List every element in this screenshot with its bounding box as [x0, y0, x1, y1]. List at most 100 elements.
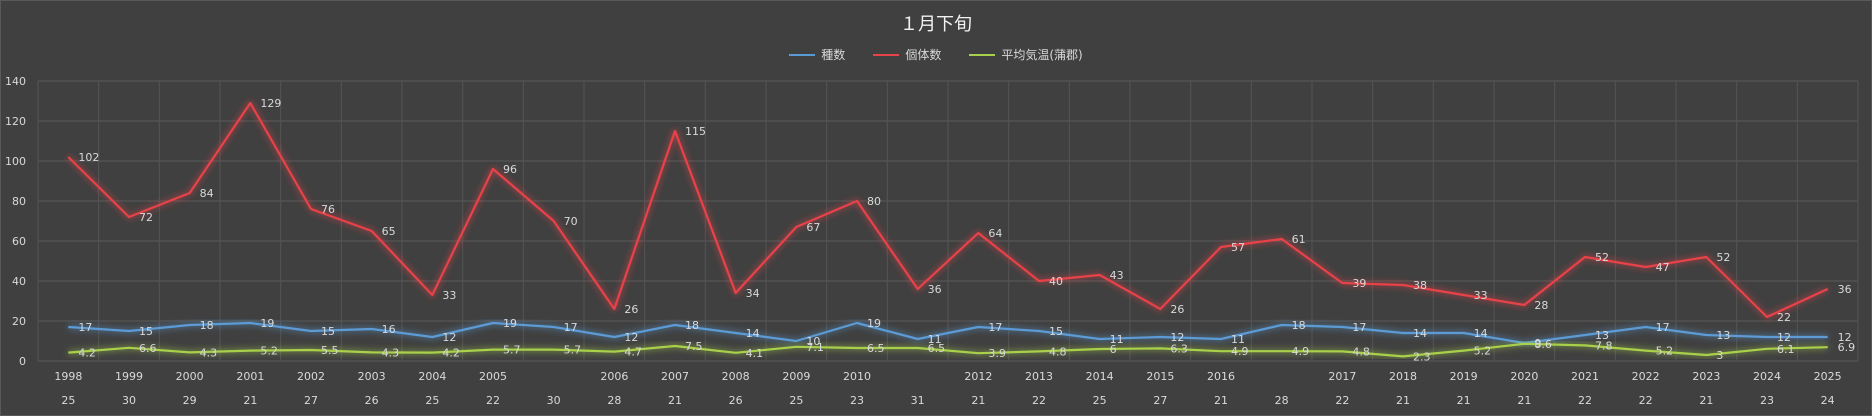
data-label: 7.5	[685, 340, 703, 353]
x-tick-label-row2: 22	[486, 394, 500, 407]
x-tick-label: 2023	[1692, 370, 1720, 383]
data-label: 102	[78, 151, 99, 164]
x-tick-label-row2: 27	[304, 394, 318, 407]
x-tick-label: 2003	[358, 370, 386, 383]
data-label: 11	[928, 333, 942, 346]
x-tick-label-row2: 30	[122, 394, 136, 407]
x-tick-label-row2: 28	[1275, 394, 1289, 407]
data-label: 12	[624, 331, 638, 344]
data-label: 34	[746, 287, 760, 300]
x-tick-label-row2: 23	[850, 394, 864, 407]
x-tick-label-row2: 22	[1032, 394, 1046, 407]
y-tick-label: 80	[12, 195, 26, 208]
y-tick-label: 120	[5, 115, 26, 128]
x-tick-label: 2017	[1328, 370, 1356, 383]
y-tick-label: 60	[12, 235, 26, 248]
x-tick-label-row2: 22	[1578, 394, 1592, 407]
data-label: 17	[1352, 321, 1366, 334]
data-label: 15	[321, 325, 335, 338]
x-tick-label-row2: 21	[1699, 394, 1713, 407]
legend: 種数 個体数 平均気温(蒲郡)	[0, 46, 1872, 63]
data-label: 5.2	[260, 345, 278, 358]
data-label: 4.7	[624, 346, 642, 359]
data-label: 84	[200, 187, 214, 200]
series-line-temp	[68, 342, 1828, 358]
x-tick-label-row2: 25	[1093, 394, 1107, 407]
data-label: 10	[806, 335, 820, 348]
data-label: 2.3	[1413, 350, 1431, 363]
data-label: 4.8	[1352, 345, 1370, 358]
data-label: 14	[1474, 327, 1488, 340]
x-tick-label: 2019	[1450, 370, 1478, 383]
x-tick-label: 2005	[479, 370, 507, 383]
x-tick-label: 2015	[1146, 370, 1174, 383]
data-label: 12	[1838, 331, 1852, 344]
x-tick-label: 2018	[1389, 370, 1417, 383]
data-label: 33	[442, 289, 456, 302]
x-tick-label-row2: 23	[1760, 394, 1774, 407]
data-label: 19	[867, 317, 881, 330]
x-tick-label: 1999	[115, 370, 143, 383]
data-label: 6.1	[1777, 343, 1795, 356]
x-tick-label-row2: 21	[1517, 394, 1531, 407]
y-tick-label: 40	[12, 275, 26, 288]
data-label: 39	[1352, 277, 1366, 290]
x-tick-label: 1998	[54, 370, 82, 383]
data-label: 65	[382, 225, 396, 238]
data-label: 28	[1534, 299, 1548, 312]
data-label: 129	[260, 97, 281, 110]
x-tick-label: 2024	[1753, 370, 1781, 383]
x-tick-label-row2: 27	[1153, 394, 1167, 407]
data-label: 3.9	[988, 347, 1006, 360]
data-label: 5.5	[321, 344, 339, 357]
y-tick-label: 100	[5, 155, 26, 168]
x-tick-label: 2007	[661, 370, 689, 383]
x-tick-label: 2013	[1025, 370, 1053, 383]
chart-title: １月下旬	[900, 14, 972, 35]
x-tick-label-row2: 31	[911, 394, 925, 407]
data-label: 19	[503, 317, 517, 330]
data-label: 5.2	[1656, 345, 1674, 358]
x-tick-label: 2008	[722, 370, 750, 383]
data-label: 18	[200, 319, 214, 332]
data-label: 13	[1595, 329, 1609, 342]
data-label: 19	[260, 317, 274, 330]
data-label: 4.9	[1231, 345, 1249, 358]
data-label: 7.1	[806, 341, 824, 354]
data-label: 67	[806, 221, 820, 234]
data-label: 4.8	[1049, 345, 1067, 358]
data-label: 4.9	[1292, 345, 1310, 358]
data-label: 9	[1534, 337, 1541, 350]
data-label: 6.5	[928, 342, 946, 355]
data-label: 52	[1595, 251, 1609, 264]
series-line-count	[67, 101, 1829, 319]
data-label: 6.5	[867, 342, 885, 355]
x-tick-label: 2025	[1814, 370, 1842, 383]
x-tick-label-row2: 26	[729, 394, 743, 407]
series-lines	[67, 101, 1829, 358]
legend-swatch-species	[789, 53, 816, 56]
data-label: 6.6	[139, 342, 157, 355]
data-label: 17	[1656, 321, 1670, 334]
data-label: 17	[988, 321, 1002, 334]
x-tick-label-row2: 21	[1457, 394, 1471, 407]
data-label: 17	[78, 321, 92, 334]
data-label: 80	[867, 195, 881, 208]
data-label: 38	[1413, 279, 1427, 292]
data-label: 6	[1110, 343, 1117, 356]
x-tick-label: 2004	[418, 370, 446, 383]
x-tick-label: 2006	[600, 370, 628, 383]
x-tick-label: 2012	[964, 370, 992, 383]
data-label: 47	[1656, 261, 1670, 274]
data-label: 36	[928, 283, 942, 296]
data-label: 11	[1231, 333, 1245, 346]
x-tick-label: 2001	[236, 370, 264, 383]
data-label: 26	[1170, 303, 1184, 316]
legend-item-count: 個体数	[873, 46, 941, 63]
x-tick-label: 2002	[297, 370, 325, 383]
data-label: 43	[1110, 269, 1124, 282]
data-label: 76	[321, 203, 335, 216]
data-label: 4.3	[200, 346, 218, 359]
x-tick-label-row2: 21	[1396, 394, 1410, 407]
